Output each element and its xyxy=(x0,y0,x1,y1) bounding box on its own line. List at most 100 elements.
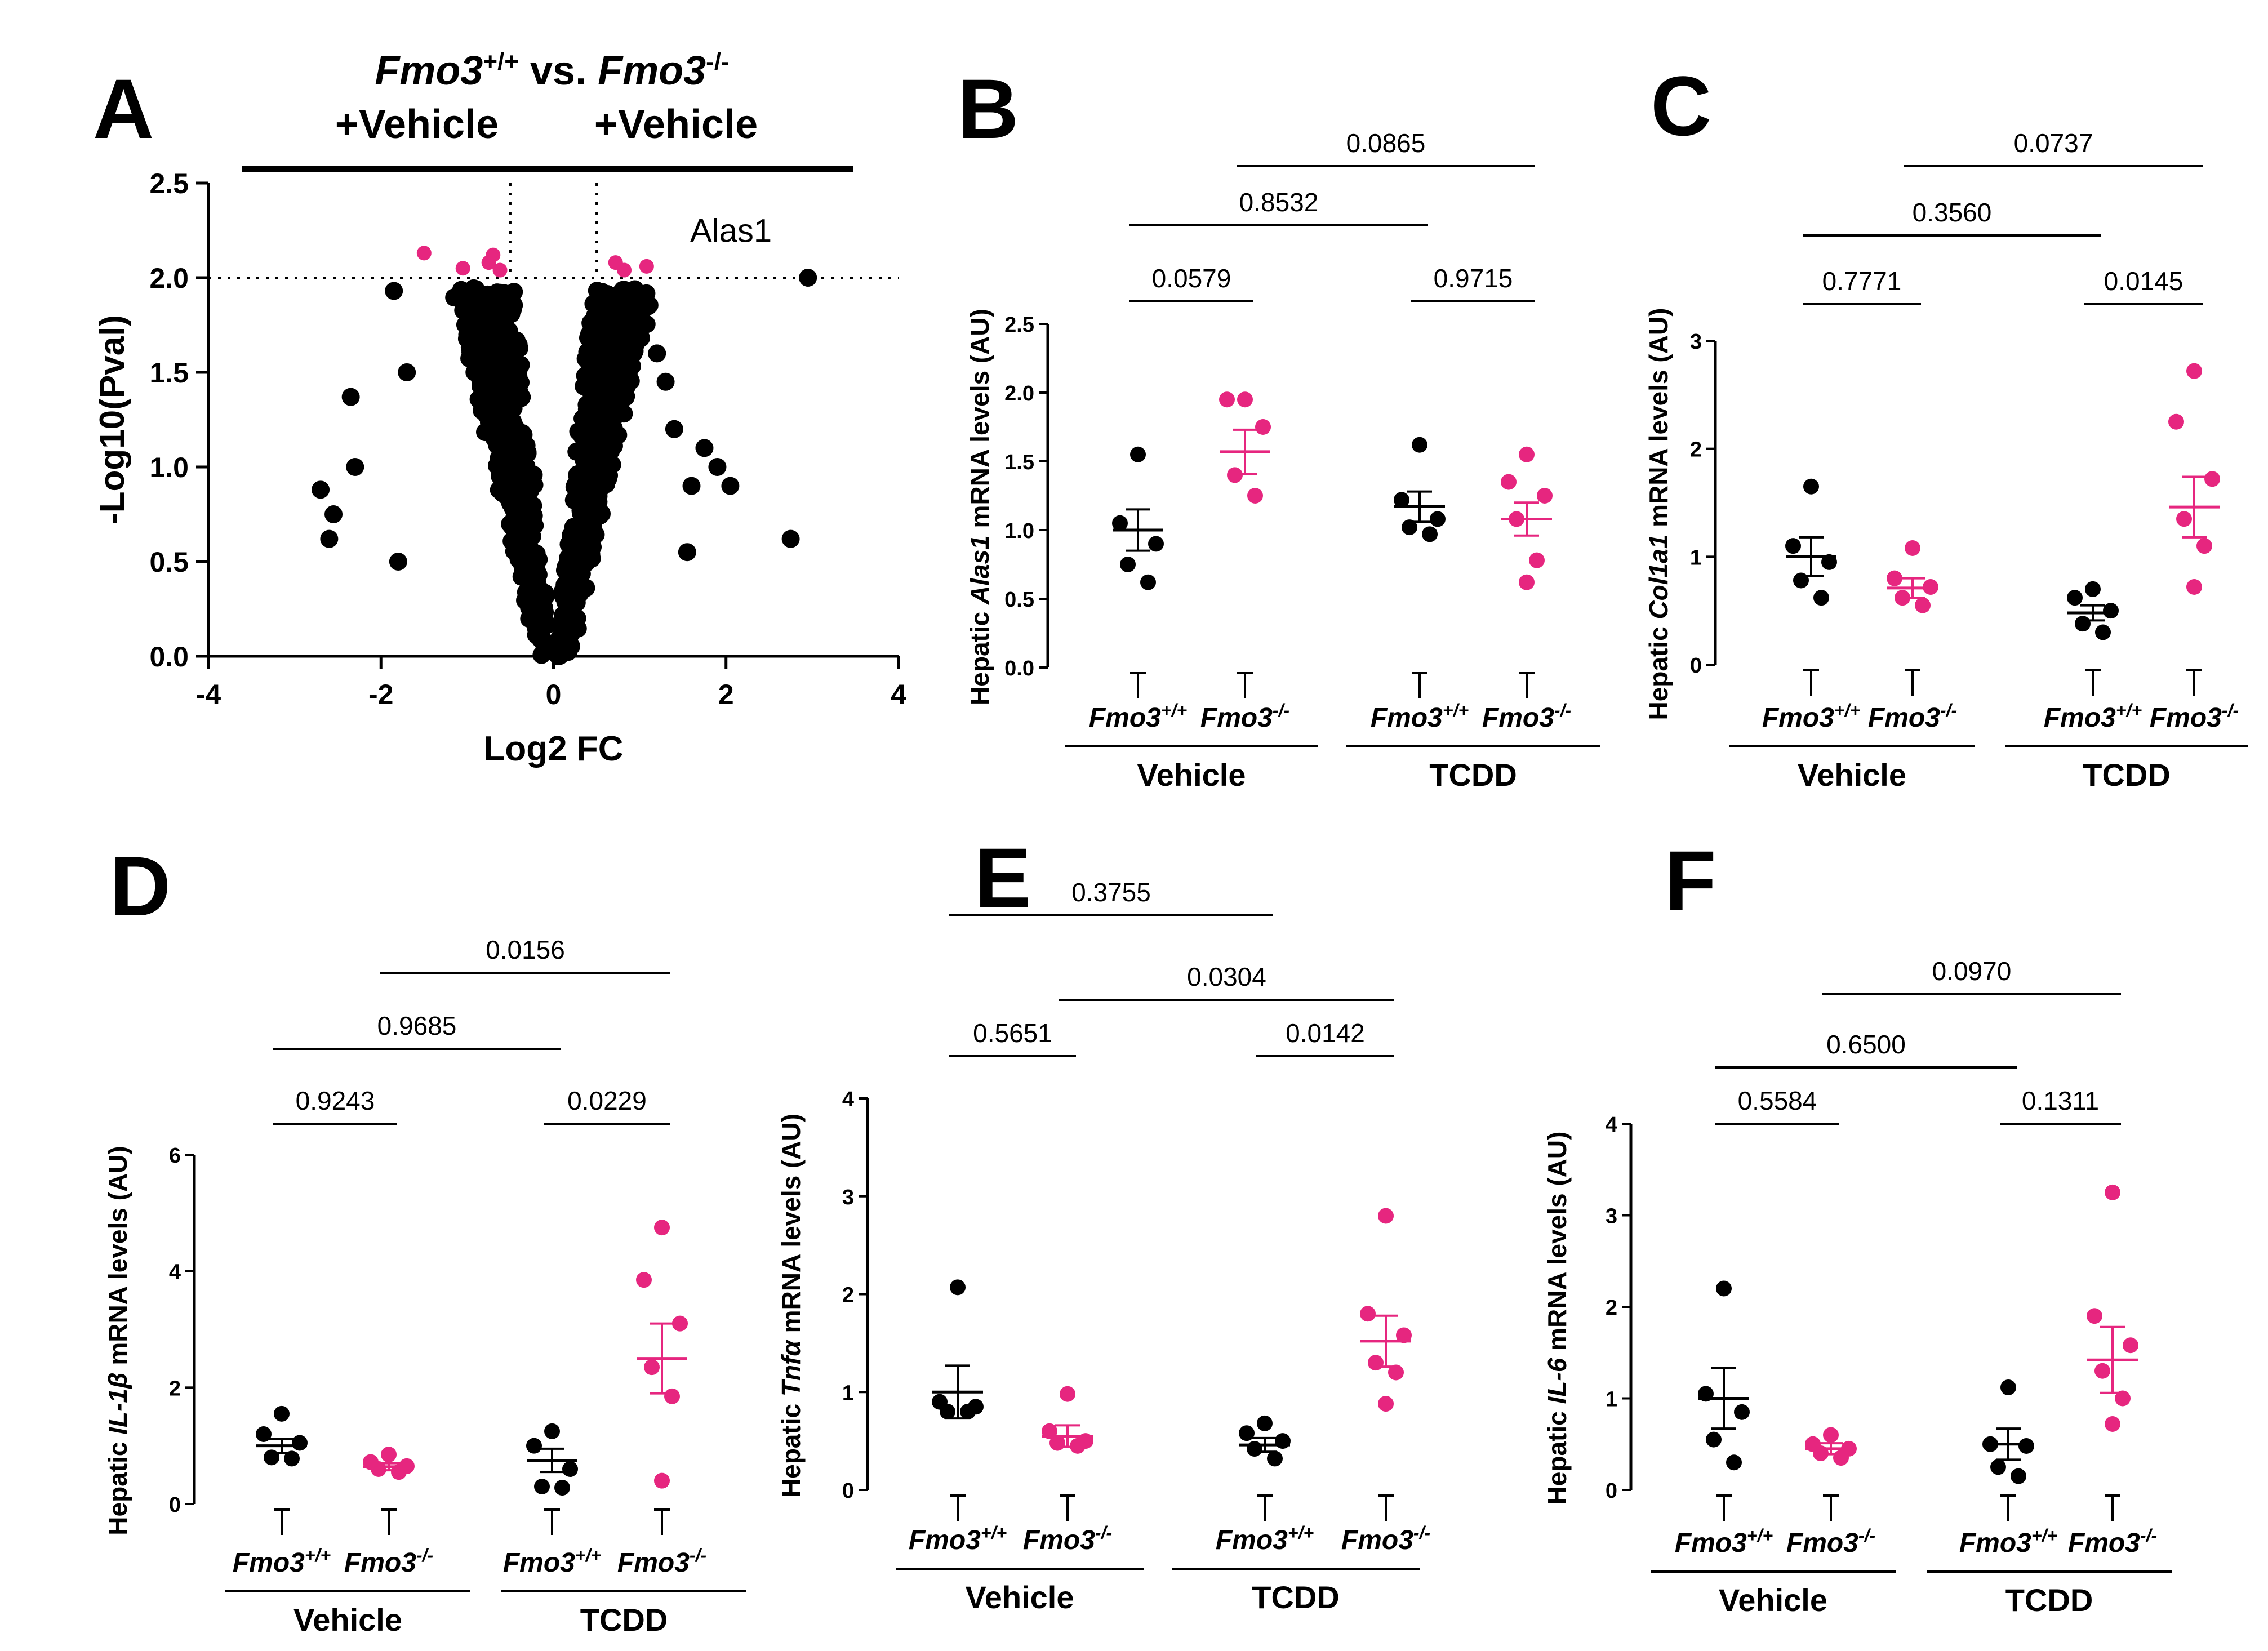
volcano-point xyxy=(612,283,630,302)
volcano-point xyxy=(597,475,616,493)
panel-d-group-label: Vehicle xyxy=(293,1602,402,1637)
panel-f-data-point xyxy=(1823,1427,1839,1443)
volcano-point xyxy=(490,388,509,407)
volcano-point xyxy=(564,491,583,509)
panel-letter-a: A xyxy=(93,61,154,156)
panel-b-data-point xyxy=(1247,488,1263,504)
volcano-point xyxy=(656,372,675,391)
panel-f-group-label: TCDD xyxy=(2005,1582,2093,1618)
panel-b-group-label: Vehicle xyxy=(1137,757,1246,793)
volcano-x-tick-label: -2 xyxy=(368,679,393,710)
panel-d-data-point xyxy=(654,1220,670,1236)
panel-b-data-point xyxy=(1529,552,1545,568)
panel-c-data-point xyxy=(2204,471,2220,487)
volcano-significant-point xyxy=(639,259,654,274)
panel-e-data-point xyxy=(1275,1433,1291,1449)
panel-d-data-point xyxy=(292,1435,308,1451)
panel-f-data-point xyxy=(2115,1390,2131,1407)
volcano-point xyxy=(557,557,575,576)
panel-f-data-point xyxy=(1716,1280,1732,1297)
panel-f-data-point xyxy=(2094,1363,2110,1379)
panel-d-genotype-label: Fmo3+/+ xyxy=(233,1545,331,1578)
panel-d-p-value: 0.0229 xyxy=(567,1086,647,1115)
volcano-point xyxy=(493,484,512,502)
panel-e-data-point xyxy=(1267,1450,1283,1467)
panel-f-p-value: 0.1311 xyxy=(2022,1086,2099,1115)
volcano-point xyxy=(579,364,598,383)
panel-e-data-point xyxy=(1378,1396,1394,1412)
panel-c-data-point xyxy=(2186,363,2202,379)
panel-b-data-point xyxy=(1519,446,1535,462)
panel-b-data-point xyxy=(1130,446,1146,462)
volcano-point xyxy=(516,556,535,575)
panel-b-data-point xyxy=(1394,492,1409,508)
panel-d-y-tick-label: 2 xyxy=(169,1377,181,1400)
panel-b-y-tick-label: 1.0 xyxy=(1004,519,1034,543)
volcano-point xyxy=(576,349,595,368)
panel-letter-b: B xyxy=(958,61,1019,156)
volcano-point xyxy=(389,553,407,571)
volcano-y-tick-label: 0.5 xyxy=(149,546,189,578)
panel-b-data-point xyxy=(1112,515,1128,531)
volcano-point xyxy=(577,452,595,470)
volcano-x-label: Log2 FC xyxy=(484,729,624,768)
panel-c-y-tick-label: 0 xyxy=(1690,654,1702,678)
panel-c-data-point xyxy=(2075,616,2091,632)
volcano-x-tick-label: 4 xyxy=(891,679,906,710)
panel-f-genotype-label: Fmo3-/- xyxy=(1786,1525,1875,1558)
panel-c-data-point xyxy=(2168,413,2184,430)
volcano-point xyxy=(460,349,479,368)
volcano-point xyxy=(324,505,343,523)
panel-c-data-point xyxy=(1803,478,1819,495)
volcano-point xyxy=(464,309,483,328)
panel-f-data-point xyxy=(1734,1404,1750,1420)
panel-c-y-tick-label: 2 xyxy=(1690,438,1702,462)
panel-b-data-point xyxy=(1537,488,1553,504)
panel-f-data-point xyxy=(2105,1184,2120,1200)
volcano-point xyxy=(497,348,515,367)
volcano-point xyxy=(505,283,523,301)
panel-b-data-point xyxy=(1402,519,1417,536)
panel-b-data-point xyxy=(1422,526,1438,542)
panel-f-y-tick-label: 2 xyxy=(1606,1296,1617,1320)
volcano-point xyxy=(626,296,645,314)
volcano-point xyxy=(524,506,543,525)
panel-letter-f: F xyxy=(1665,833,1716,928)
panel-f-data-point xyxy=(1833,1450,1849,1466)
volcano-significant-point xyxy=(492,262,508,278)
volcano-y-tick-label: 2.0 xyxy=(149,262,189,294)
panel-e-group-label: Vehicle xyxy=(965,1579,1074,1615)
panel-c-data-point xyxy=(2085,581,2101,597)
panel-letter-e: E xyxy=(975,830,1031,925)
panel-b-data-point xyxy=(1519,574,1535,590)
volcano-point xyxy=(502,532,521,550)
panel-c-data-point xyxy=(1905,540,1920,556)
panel-d-p-value: 0.0156 xyxy=(486,935,565,964)
panel-e-genotype-label: Fmo3+/+ xyxy=(1216,1523,1314,1555)
panel-f-p-value: 0.6500 xyxy=(1826,1030,1906,1059)
panel-b-genotype-label: Fmo3+/+ xyxy=(1089,700,1187,733)
panel-f-data-point xyxy=(2018,1438,2034,1454)
panel-b-y-tick-label: 0.5 xyxy=(1004,588,1034,612)
volcano-point xyxy=(597,334,615,353)
panel-e-data-point xyxy=(1378,1208,1394,1224)
volcano-point xyxy=(346,458,364,476)
panel-c-data-point xyxy=(2196,538,2212,554)
plots-layer: Fmo3+/+ vs. Fmo3-/- +Vehicle +Vehicle -4 -2 0… xyxy=(93,48,2248,1637)
panel-f-y-label: Hepatic IL-6 mRNA levels (AU) xyxy=(1542,1132,1572,1505)
panel-e-data-point xyxy=(1368,1355,1384,1371)
volcano-x-tick-label: -4 xyxy=(196,679,221,710)
panel-c-y-tick-label: 3 xyxy=(1690,330,1702,354)
panel-f-data-point xyxy=(2000,1379,2016,1395)
panel-f-data-point xyxy=(2123,1337,2138,1354)
panel-e-data-point xyxy=(950,1279,966,1296)
panel-c-p-value: 0.0737 xyxy=(2014,128,2093,158)
panel-c-genotype-label: Fmo3+/+ xyxy=(1762,700,1860,733)
panel-letter-d: D xyxy=(110,839,171,933)
panel-c-data-point xyxy=(1813,590,1829,606)
panel-d-genotype-label: Fmo3-/- xyxy=(344,1545,433,1578)
panel-b-data-point xyxy=(1430,511,1446,527)
panel-d-y-label: Hepatic IL-1β mRNA levels (AU) xyxy=(103,1146,132,1535)
panel-b-y-label: Hepatic Alas1 mRNA levels (AU) xyxy=(965,309,994,705)
